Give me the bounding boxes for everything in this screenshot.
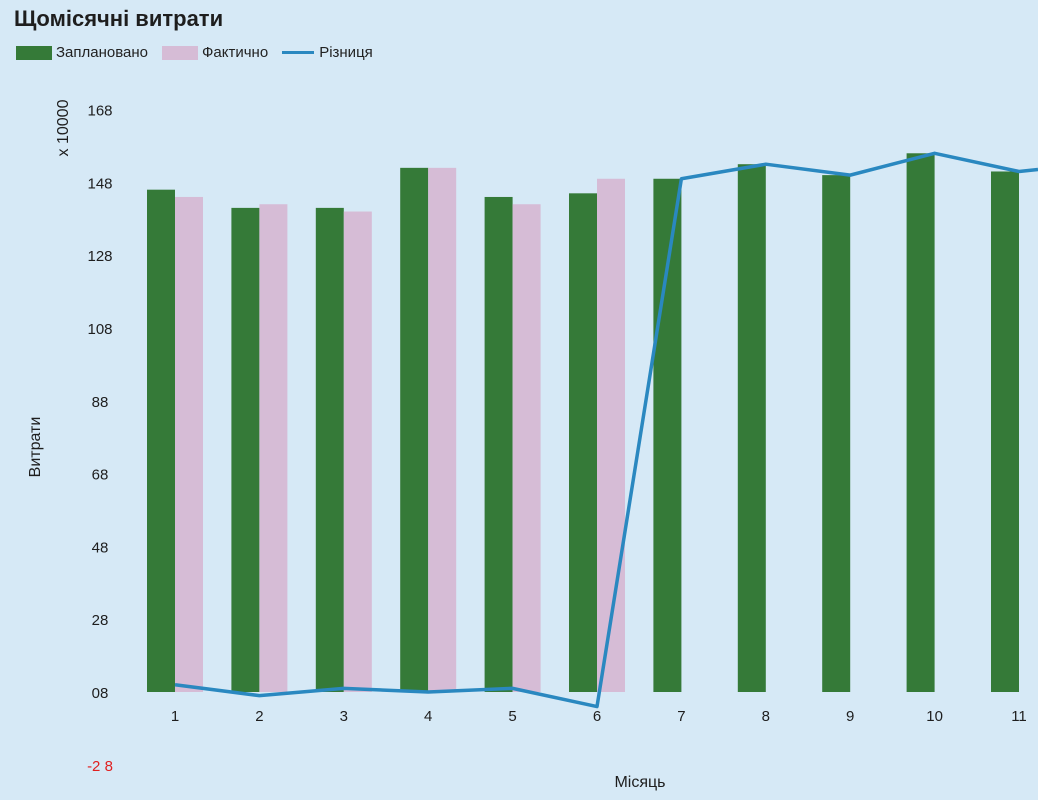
x-axis-ticks: 1 2 3 4 5 6 7 8 9 10 11 xyxy=(171,708,1027,725)
bar-actual-5 xyxy=(512,204,541,693)
x-tick-6: 6 xyxy=(593,708,601,725)
legend-swatch-planned xyxy=(16,45,52,60)
x-tick-3: 3 xyxy=(340,708,348,725)
x-tick-10: 10 xyxy=(926,708,943,725)
legend-label-actual: Фактично xyxy=(202,44,269,61)
difference-line-layer xyxy=(174,151,1038,709)
legend-item-difference: Різниця xyxy=(282,44,373,61)
bar-planned-8 xyxy=(737,164,766,692)
bar-actual-4 xyxy=(428,167,457,693)
bar-planned-4 xyxy=(400,167,429,693)
difference-line xyxy=(174,151,1038,709)
x-tick-4: 4 xyxy=(424,708,432,725)
bar-planned-1 xyxy=(147,189,175,692)
legend-swatch-actual xyxy=(162,45,199,60)
y-tick-2: 28 xyxy=(92,612,109,629)
bar-planned-6 xyxy=(569,193,597,692)
legend-label-planned: Заплановано xyxy=(56,44,149,61)
bar-actual-3 xyxy=(343,211,372,692)
y-tick--2: -2 8 xyxy=(87,758,113,775)
legend-swatch-difference xyxy=(282,51,315,54)
y-multiplier-label: x 10000 xyxy=(55,99,72,156)
x-tick-7: 7 xyxy=(677,708,685,725)
legend-item-actual: Фактично xyxy=(162,44,268,61)
y-axis-title: Витрати xyxy=(27,417,44,478)
bars-layer xyxy=(147,153,1019,693)
x-axis-title: Місяць xyxy=(614,774,665,791)
y-tick-6: 68 xyxy=(92,467,109,484)
bar-planned-9 xyxy=(822,175,851,692)
x-tick-11: 11 xyxy=(1011,708,1027,725)
y-tick-8: 88 xyxy=(92,394,109,411)
bar-planned-10 xyxy=(906,153,935,692)
y-axis-ticks: 168 148 128 108 88 68 48 28 08 -2 8 xyxy=(87,103,113,775)
bar-actual-1 xyxy=(175,196,203,692)
chart-title: Щомісячні витрати xyxy=(14,6,224,31)
x-tick-2: 2 xyxy=(255,708,263,725)
bar-actual-2 xyxy=(259,204,288,693)
x-tick-5: 5 xyxy=(508,708,516,725)
legend-label-difference: Різниця xyxy=(319,44,373,61)
y-tick-16: 168 xyxy=(87,103,112,120)
bar-planned-11 xyxy=(991,171,1019,693)
bar-actual-6 xyxy=(597,178,625,692)
y-tick-12: 128 xyxy=(87,248,112,265)
y-tick-4: 48 xyxy=(92,539,109,556)
bar-planned-3 xyxy=(315,207,344,692)
y-tick-10: 108 xyxy=(87,321,112,338)
x-tick-8: 8 xyxy=(762,708,770,725)
legend: Заплановано Фактично Різниця xyxy=(16,44,387,61)
x-tick-9: 9 xyxy=(846,708,854,725)
bar-planned-2 xyxy=(231,207,260,692)
bar-planned-5 xyxy=(484,196,513,692)
legend-item-planned: Заплановано xyxy=(16,44,148,61)
x-tick-1: 1 xyxy=(171,708,179,725)
y-tick-14: 148 xyxy=(87,175,112,192)
y-tick-0: 08 xyxy=(92,685,109,702)
